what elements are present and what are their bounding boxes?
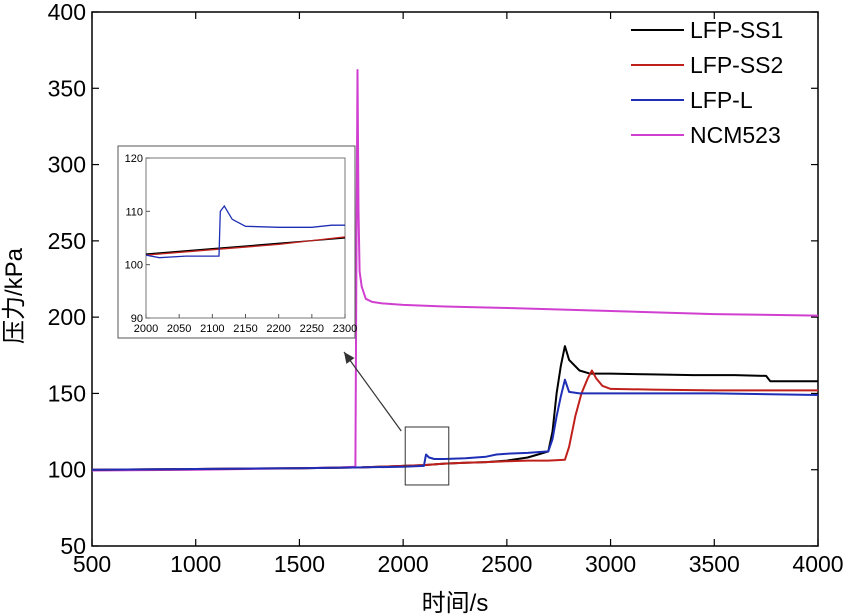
inset-x-tick-label: 2200: [266, 323, 290, 335]
x-tick-label: 2000: [378, 551, 429, 577]
x-tick-label: 500: [73, 551, 111, 577]
y-tick-label: 150: [48, 380, 86, 406]
zoom-arrow: [343, 351, 402, 432]
legend-label: NCM523: [690, 122, 781, 148]
zoom-box: [404, 426, 450, 486]
x-tick-label: 1500: [274, 551, 325, 577]
x-axis-title: 时间/s: [422, 590, 489, 616]
y-tick-label: 350: [48, 75, 86, 101]
inset-x-tick-label: 2150: [233, 323, 257, 335]
y-axis-title: 压力/kPa: [1, 247, 28, 344]
y-tick-label: 400: [48, 0, 86, 25]
inset-x-tick-label: 2300: [333, 323, 357, 335]
legend-label: LFP-SS2: [690, 52, 783, 78]
legend-label: LFP-SS1: [690, 17, 783, 43]
inset-plot-area: [145, 157, 346, 319]
x-tick-label: 2500: [481, 551, 532, 577]
inset-y-tick-label: 120: [125, 153, 143, 165]
inset-y-tick-label: 90: [131, 313, 143, 325]
inset-y-tick-label: 110: [125, 206, 143, 218]
inset-x-tick-label: 2250: [300, 323, 324, 335]
x-tick-label: 3000: [585, 551, 636, 577]
inset-y-tick-label: 100: [125, 260, 143, 272]
legend-label: LFP-L: [690, 87, 753, 113]
x-tick-label: 4000: [792, 551, 843, 577]
y-tick-label: 250: [48, 228, 86, 254]
y-tick-label: 300: [48, 152, 86, 178]
inset-x-tick-label: 2050: [167, 323, 191, 335]
inset-chart: 90 100 110 120 2000 2050 2100 2150 2200 2250 2300: [117, 145, 357, 339]
inset-x-tick-label: 2000: [134, 323, 158, 335]
zoom-arrow-head: [344, 352, 355, 364]
x-tick-label: 3500: [689, 551, 740, 577]
series-line-lfp-l: [91, 378, 819, 471]
x-tick-label: 1000: [170, 551, 221, 577]
y-tick-label: 100: [48, 457, 86, 483]
inset-x-tick-label: 2100: [200, 323, 224, 335]
inset-series-line-lfp-ss2: [145, 236, 346, 256]
legend: LFP-SS1 LFP-SS2 LFP-L NCM523: [631, 17, 783, 148]
y-tick-label: 200: [48, 304, 86, 330]
inset-series-line-lfp-l: [145, 204, 345, 259]
y-tick-label: 50: [60, 533, 86, 559]
